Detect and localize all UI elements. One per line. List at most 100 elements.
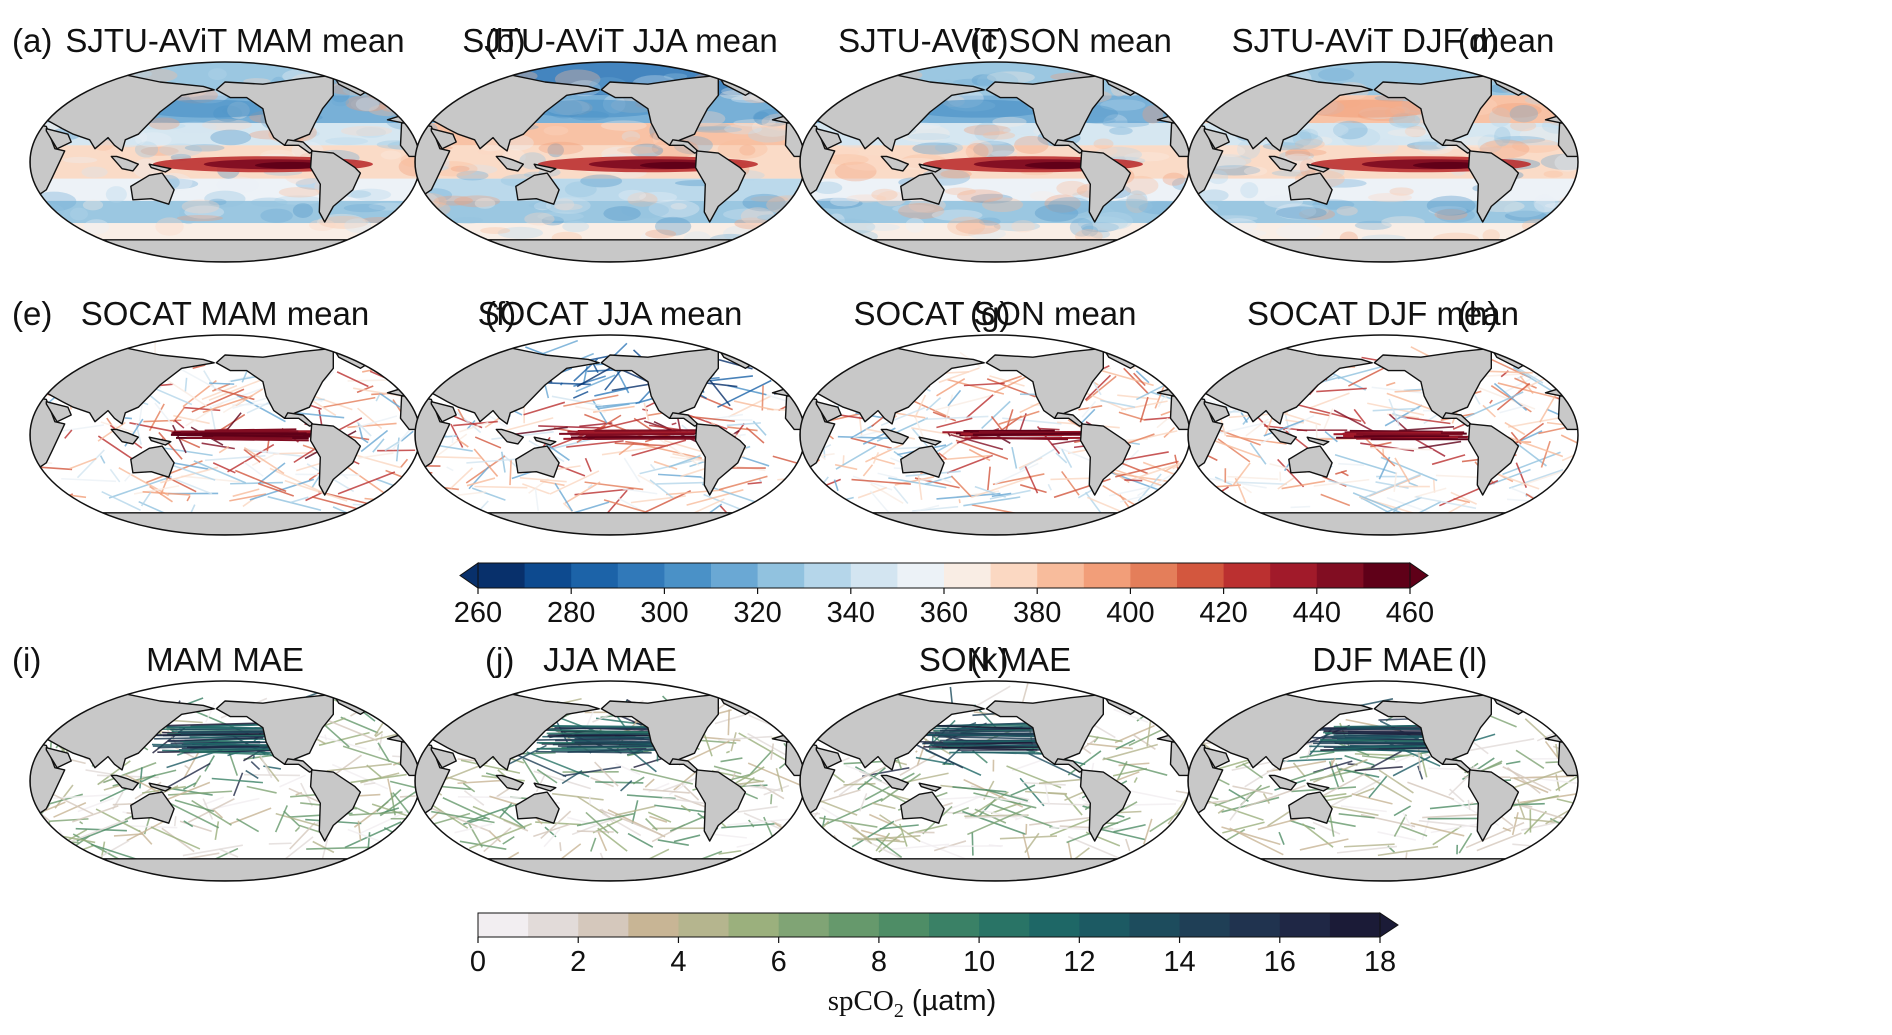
panel-label: (d) [1458,22,1498,59]
colorbar-bin [1329,913,1381,937]
colorbar-tick-label: 440 [1293,597,1341,629]
panel-d: (d)SJTU-AViT DJF mean [1187,22,1579,263]
map-area [800,681,1190,881]
panel-title: SOCAT DJF mean [1247,295,1519,332]
colorbar-bin [1029,913,1080,937]
colorbar-bin [1037,563,1085,588]
panel-title: SON MAE [919,641,1071,678]
colorbar-bin [1079,913,1130,937]
colorbar-bin [571,563,619,588]
panels-layer: (a) SJTU-AViT MAM mean (b)SJTU-AViT JJA me… [12,22,1579,882]
panel-title: SOCAT SON mean [853,295,1136,332]
panel-k: (k)SON MAE [799,641,1191,882]
panel-label: (e) [12,295,52,332]
colorbar-bin [979,913,1030,937]
map-area [415,681,805,881]
panel-title: SJTU-AViT SON mean [838,22,1172,59]
mean-colorbar: 260 280 300 320 340 360 380 400 420 440 460 [454,562,1434,629]
colorbar-bin [1129,913,1181,937]
panel-l: (l)DJF MAE [1187,641,1579,882]
colorbar-bin [1229,913,1281,937]
panel-label: (h) [1458,295,1498,332]
panel-label: (k) [970,641,1008,678]
colorbar-bin [728,913,780,937]
colorbar-bin [578,913,629,937]
colorbar-tick-label: 0 [470,946,486,978]
colorbar-tick-label: 4 [670,946,686,978]
colorbar-bin [1223,563,1271,588]
colorbar-bin [778,913,830,937]
map-area [800,62,1190,262]
panel-label: (j) [485,641,514,678]
panel-title: SJTU-AViT DJF mean [1232,22,1555,59]
land [800,343,1190,535]
panel-label: (l) [1458,641,1487,678]
colorbar-tick-label: 420 [1199,597,1247,629]
colorbar-bin [1130,563,1178,588]
colorbar-bin [804,563,852,588]
panel-g: (g)SOCAT SON mean [799,295,1191,536]
panel-a: (a) SJTU-AViT MAM mean [12,22,421,263]
panel-label: (b) [485,22,525,59]
colorbar-bin [990,563,1038,588]
colorbar-bin [528,913,579,937]
colorbar-bin [678,913,730,937]
panel-title: SJTU-AViT MAM mean [65,22,404,59]
land [1188,70,1578,262]
map-area [30,335,420,535]
colorbar-bin [929,913,980,937]
panel-label: (c) [970,22,1008,59]
colorbar-bin [850,563,898,588]
panel-title: SOCAT JJA mean [478,295,743,332]
map-area [1188,681,1578,881]
colorbar-extend-min [459,562,479,589]
colorbar-tick-label: 320 [733,597,781,629]
map-area [415,335,805,535]
colorbar-tick-label: 300 [640,597,688,629]
colorbar-tick-label: 14 [1163,946,1195,978]
colorbar-tick-label: 10 [963,946,995,978]
colorbar-bin [944,563,992,588]
colorbar-bin [617,563,665,588]
map-outline [1187,334,1579,536]
panel-i: (i) MAM MAE [12,641,421,882]
mae-colorbar: 0 2 4 6 8 10 12 14 16 18 [470,912,1399,978]
colorbar-tick-label: 16 [1264,946,1296,978]
panel-j: (j) JJA MAE [414,641,806,882]
colorbar-tick-label: 360 [920,597,968,629]
colorbar-bin [711,563,759,588]
panel-title: SJTU-AViT JJA mean [462,22,777,59]
map-outline [1187,61,1579,263]
colorbar-bin [878,913,930,937]
panel-title: JJA MAE [543,641,677,678]
panel-f: (f)SOCAT JJA mean [414,295,806,536]
colorbar-bin [478,563,526,588]
panel-b: (b)SJTU-AViT JJA mean [414,22,806,263]
panel-h: (h)SOCAT DJF mean [1187,295,1579,536]
colorbar-bin [757,563,805,588]
map-area [415,62,805,262]
colorbar-bin [1279,913,1331,937]
map-area [800,335,1190,535]
colorbar-tick-label: 12 [1063,946,1095,978]
colorbar-bin [1177,563,1225,588]
colorbar-bin [1363,563,1411,588]
panel-label: (g) [970,295,1010,332]
colorbar-bin [1179,913,1231,937]
colorbar-tick-label: 460 [1386,597,1434,629]
colorbar-tick-label: 380 [1013,597,1061,629]
panel-title: DJF MAE [1312,641,1453,678]
colorbar-tick-label: 260 [454,597,502,629]
colorbar-bin [664,563,712,588]
colorbar-tick-label: 2 [570,946,586,978]
colorbar-tick-label: 6 [771,946,787,978]
colorbar-tick-label: 280 [547,597,595,629]
panel-title: SOCAT MAM mean [81,295,370,332]
panel-e: (e) SOCAT MAM mean [12,295,421,536]
panel-label: (i) [12,641,41,678]
colorbar-bin [828,913,880,937]
colorbar-bin [524,563,572,588]
colorbar-bin [1083,563,1131,588]
map-outline [1187,680,1579,882]
